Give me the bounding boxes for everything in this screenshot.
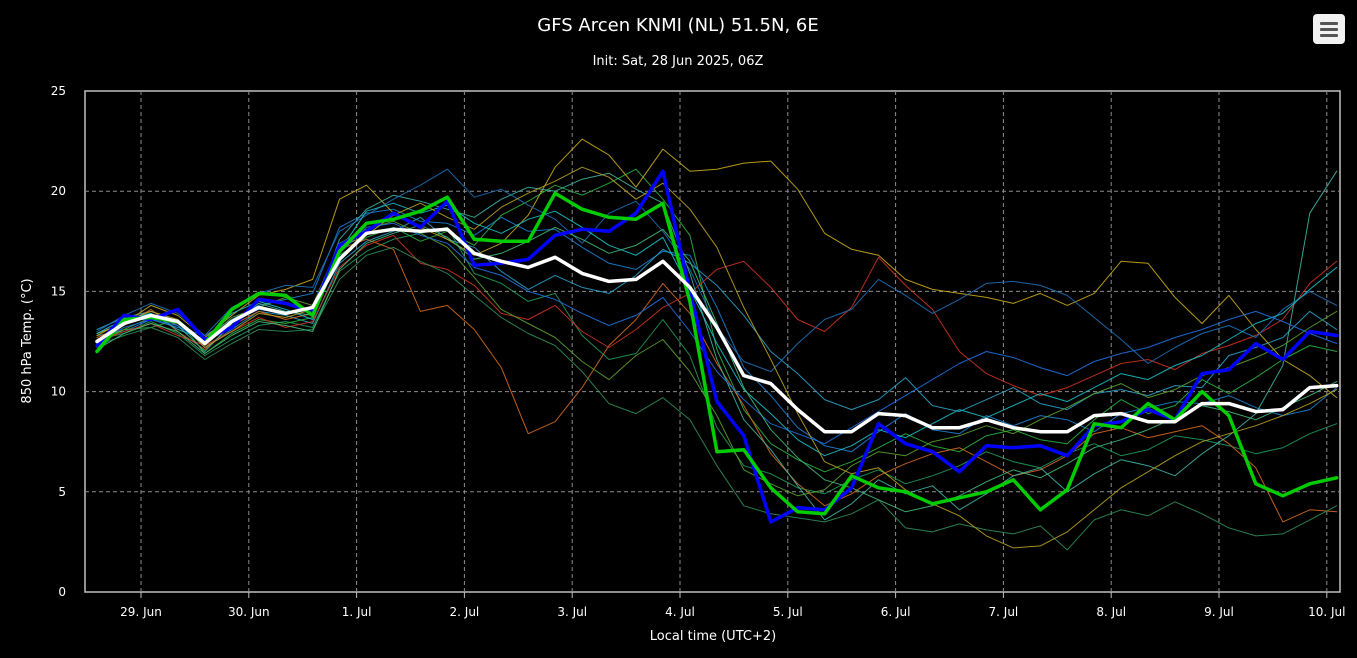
y-tick-label: 5 [58,485,66,499]
series-line-member-13 [96,202,1338,457]
y-tick-label: 0 [58,585,66,599]
menu-icon [1320,28,1338,31]
series-line-member-15 [96,166,1338,549]
x-tick-label: 9. Jul [1204,605,1234,619]
x-tick-label: 1. Jul [342,605,372,619]
series-line-member-3 [96,208,1338,453]
x-tick-label: 29. Jun [120,605,162,619]
x-tick-label: 3. Jul [557,605,587,619]
y-axis-ticks: 0 5 10 15 20 25 [51,84,66,599]
x-tick-label: 8. Jul [1096,605,1126,619]
plot-border [84,90,1341,593]
series-line-member-10 [96,170,1338,521]
series-line-member-7 [96,138,1338,399]
x-tick-label: 10. Jul [1308,605,1345,619]
menu-icon [1320,22,1338,25]
chart-title: GFS Arcen KNMI (NL) 51.5N, 6E [537,15,818,36]
y-tick-label: 25 [51,84,66,98]
x-tick-label: 6. Jul [881,605,911,619]
x-axis-label: Local time (UTC+2) [650,629,776,644]
series-line-member-8 [96,238,1338,523]
series-line-member-4 [96,216,1338,413]
x-tick-label: 30. Jun [228,605,270,619]
y-axis-label: 850 hPa Temp. (°C) [20,278,35,403]
series-line-member-6 [96,168,1338,473]
series-line-member-17 [96,224,1338,513]
series-line-member-14 [96,246,1338,551]
y-tick-label: 20 [51,184,66,198]
series-line-member-5 [96,226,1338,495]
x-axis-ticks: 29. Jun 30. Jun 1. Jul 2. Jul 3. Jul 4. Jul 5.… [120,592,1345,619]
series-group [95,138,1339,551]
series-line-member-9 [96,234,1338,397]
chart-menu-button[interactable] [1313,14,1345,44]
x-tick-label: 4. Jul [665,605,695,619]
menu-icon [1320,34,1338,37]
grid-lines [85,91,1340,592]
y-tick-label: 15 [51,284,66,298]
chart-subtitle: Init: Sat, 28 Jun 2025, 06Z [593,54,764,69]
series-line-mean-0 [95,227,1339,434]
x-tick-label: 7. Jul [989,605,1019,619]
series-line-member-12 [96,220,1338,497]
x-tick-label: 5. Jul [773,605,803,619]
y-tick-label: 10 [51,385,66,399]
x-tick-label: 2. Jul [450,605,480,619]
series-line-member-11 [96,168,1338,373]
